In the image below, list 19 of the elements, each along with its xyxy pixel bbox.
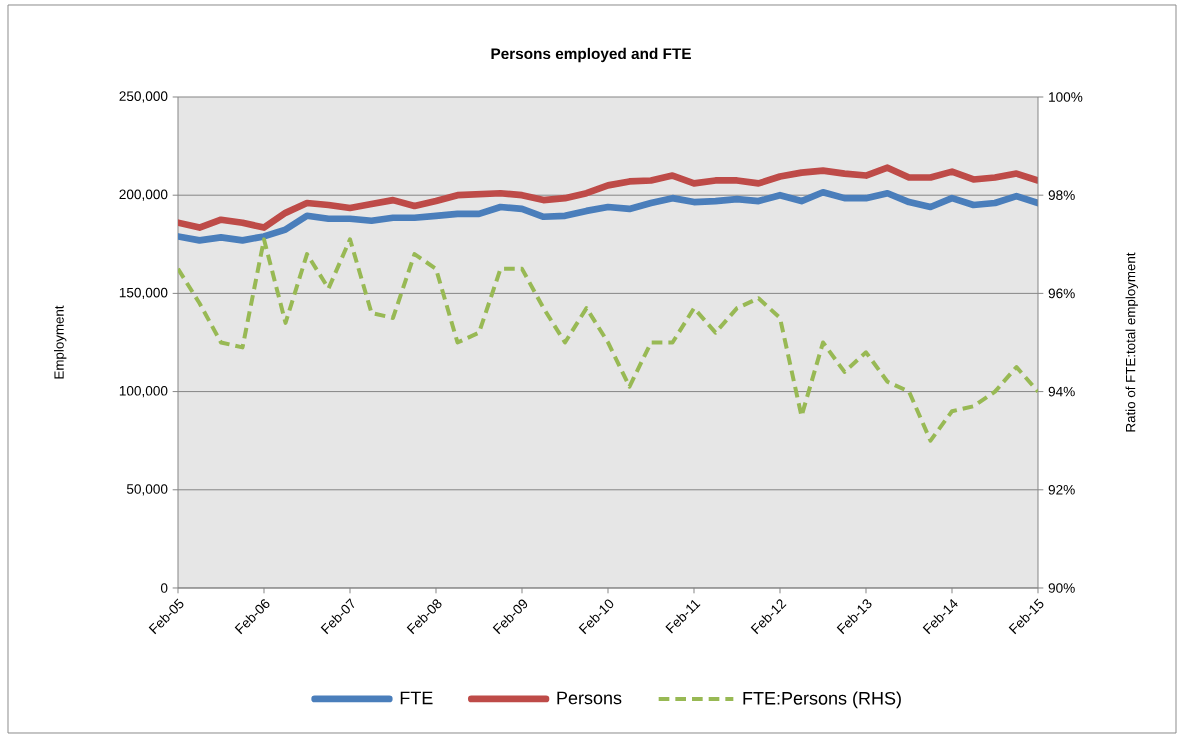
y-axis-title: Employment: [53, 305, 67, 379]
line-series: [178, 237, 1038, 443]
y2-tick-label: 94%: [1048, 386, 1075, 397]
y2-tick-label: 100%: [1049, 92, 1083, 102]
y2-tick-label: 90%: [1048, 583, 1075, 593]
legend-label: Persons: [557, 691, 622, 705]
legend-label: FTE:Persons (RHS): [743, 691, 901, 709]
y2-tick-label: 96%: [1048, 288, 1075, 299]
y-tick-label: 200,000: [119, 189, 168, 201]
y-tick-label: 50,000: [126, 484, 168, 496]
legend-label: FTE: [400, 691, 433, 705]
y2-axis-title: Ratio of FTE:total employment: [1125, 252, 1138, 432]
y2-tick-label: 98%: [1048, 190, 1075, 200]
y2-tick-label: 92%: [1048, 484, 1075, 495]
y-tick-label: 0: [160, 583, 168, 593]
y-tick-label: 250,000: [119, 91, 168, 103]
y-tick-label: 150,000: [119, 287, 168, 299]
y-tick-label: 100,000: [119, 385, 168, 398]
chart-title: Persons employed and FTE: [491, 47, 691, 63]
